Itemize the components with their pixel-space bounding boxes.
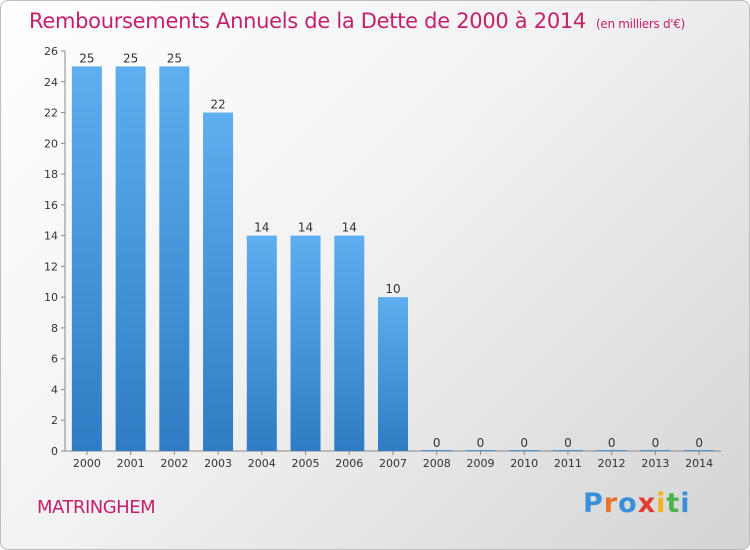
bar-2001 [115,66,146,451]
x-tick-label: 2014 [685,457,713,470]
data-label-2002: 25 [167,51,182,65]
data-label-2009: 0 [477,436,485,450]
y-tick-label: 26 [44,45,58,58]
data-label-2001: 25 [123,51,138,65]
x-tick-label: 2011 [554,457,582,470]
x-tick-label: 2000 [73,457,101,470]
data-label-2014: 0 [695,436,703,450]
y-tick-label: 10 [44,291,58,304]
data-label-2005: 14 [298,221,313,235]
commune-name: MATRINGHEM [37,497,156,518]
bar-2006 [334,235,365,451]
y-tick-label: 6 [51,353,58,366]
chart-title: Remboursements Annuels de la Dette de 20… [29,9,685,33]
logo-letter: r [603,488,619,519]
x-tick-label: 2008 [423,457,451,470]
bar-2009 [465,450,496,451]
bar-2014 [684,450,715,451]
logo-letter: i [656,488,667,519]
x-tick-label: 2013 [641,457,669,470]
chart-unit: (en milliers d'€) [596,17,686,31]
y-tick-label: 8 [51,322,58,335]
y-tick-label: 0 [51,445,58,458]
data-label-2007: 10 [385,282,400,296]
y-tick-label: 2 [51,414,58,427]
data-label-2013: 0 [652,436,660,450]
bar-2013 [640,450,671,451]
x-tick-label: 2010 [510,457,538,470]
x-tick-label: 2012 [598,457,626,470]
bar-2011 [552,450,583,451]
logo-letter: P [583,488,604,519]
logo-letter: x [637,488,657,519]
x-tick-label: 2004 [248,457,276,470]
y-tick-label: 16 [44,199,58,212]
y-tick-label: 12 [44,260,58,273]
bar-2005 [290,235,321,451]
x-tick-label: 2005 [292,457,320,470]
chart-title-text: Remboursements Annuels de la Dette de 20… [29,9,586,33]
x-tick-label: 2007 [379,457,407,470]
x-tick-label: 2001 [117,457,145,470]
bar-2000 [71,66,102,451]
y-tick-label: 14 [44,230,58,243]
data-label-2010: 0 [520,436,528,450]
y-tick-label: 22 [44,107,58,120]
data-label-2006: 14 [342,221,357,235]
bar-2008 [421,450,452,451]
y-tick-label: 24 [44,76,58,89]
data-label-2012: 0 [608,436,616,450]
bar-2010 [509,450,540,451]
bar-2012 [596,450,627,451]
bar-2007 [378,297,408,451]
bar-2003 [203,112,234,452]
proxiti-logo: Proxiti [583,488,691,519]
x-tick-label: 2002 [160,457,188,470]
bar-2002 [159,66,190,451]
logo-letter: t [666,488,681,519]
x-tick-label: 2006 [335,457,363,470]
data-label-2003: 22 [210,98,225,112]
x-tick-label: 2009 [466,457,494,470]
data-label-2004: 14 [254,221,269,235]
data-label-2008: 0 [433,436,441,450]
bar-2004 [246,235,277,451]
y-tick-label: 20 [44,137,58,150]
logo-letter: i [680,488,691,519]
y-tick-label: 18 [44,168,58,181]
data-label-2000: 25 [79,51,94,65]
y-tick-label: 4 [51,383,58,396]
data-label-2011: 0 [564,436,572,450]
logo-letter: o [618,488,638,519]
x-tick-label: 2003 [204,457,232,470]
